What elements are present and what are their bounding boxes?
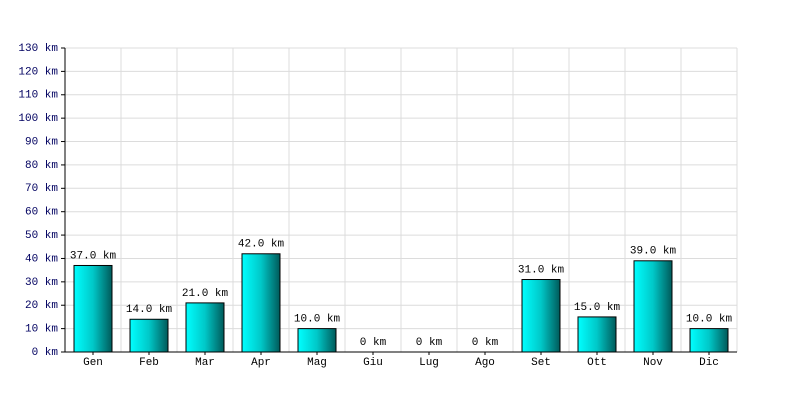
y-tick-label: 130 km (18, 43, 58, 55)
y-tick-label: 60 km (25, 207, 58, 219)
y-tick-label: 100 km (18, 113, 58, 125)
value-label: 14.0 km (126, 304, 173, 316)
value-label: 0 km (472, 337, 499, 349)
y-tick-label: 20 km (25, 300, 58, 312)
value-label: 42.0 km (238, 239, 285, 251)
x-tick-label: Giu (363, 357, 383, 369)
y-tick-label: 40 km (25, 253, 58, 265)
x-tick-label: Gen (83, 357, 103, 369)
value-label: 37.0 km (70, 250, 117, 262)
bar (577, 316, 617, 353)
x-tick-label: Apr (251, 357, 271, 369)
value-label: 39.0 km (630, 246, 677, 258)
bar (241, 253, 281, 353)
x-tick-label: Mar (195, 357, 215, 369)
y-tick-label: 120 km (18, 66, 58, 78)
y-tick-label: 0 km (32, 347, 59, 359)
value-label: 0 km (416, 337, 443, 349)
value-label: 31.0 km (518, 264, 565, 276)
y-tick-label: 50 km (25, 230, 58, 242)
x-tick-label: Dic (699, 357, 719, 369)
y-tick-label: 80 km (25, 160, 58, 172)
y-tick-label: 10 km (25, 324, 58, 336)
bar (185, 302, 225, 353)
bar (633, 260, 673, 353)
bar (297, 328, 337, 353)
bar (129, 318, 169, 353)
x-tick-label: Set (531, 357, 551, 369)
x-tick-label: Lug (419, 357, 439, 369)
x-tick-label: Mag (307, 357, 327, 369)
y-tick-label: 90 km (25, 136, 58, 148)
bar (73, 264, 113, 353)
value-label: 10.0 km (686, 314, 733, 326)
x-tick-label: Ago (475, 357, 495, 369)
value-label: 21.0 km (182, 288, 229, 300)
bar (521, 279, 561, 353)
y-tick-label: 70 km (25, 183, 58, 195)
value-label: 15.0 km (574, 302, 621, 314)
value-label: 10.0 km (294, 314, 341, 326)
y-tick-label: 110 km (18, 90, 58, 102)
x-tick-label: Ott (587, 357, 607, 369)
value-label: 0 km (360, 337, 387, 349)
bar (689, 328, 729, 353)
y-tick-label: 30 km (25, 277, 58, 289)
x-tick-label: Nov (643, 357, 663, 369)
x-tick-label: Feb (139, 357, 159, 369)
